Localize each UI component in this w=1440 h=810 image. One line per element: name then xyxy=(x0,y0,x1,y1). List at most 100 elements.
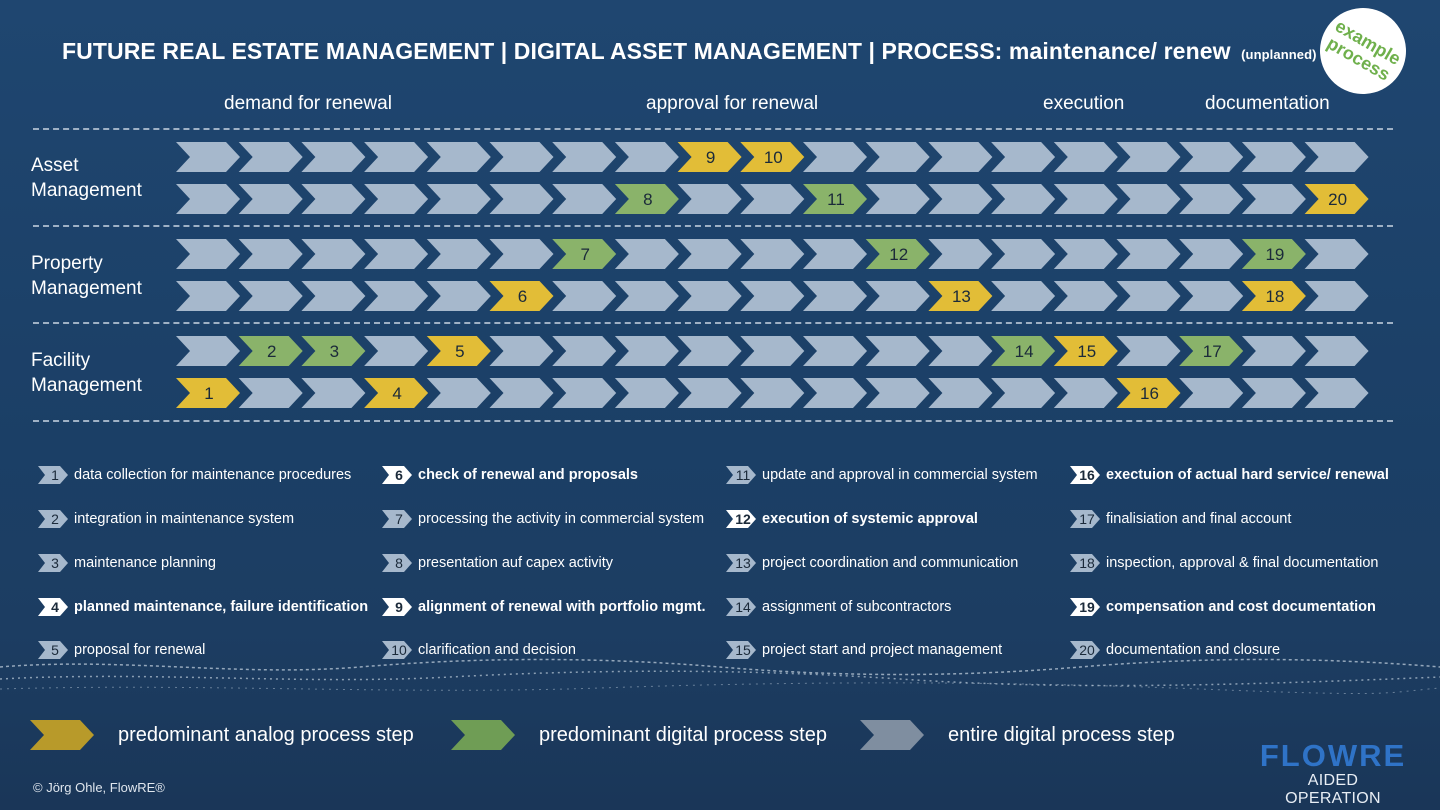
step-placeholder-property-b xyxy=(1179,281,1244,311)
step-placeholder-property-b xyxy=(176,281,240,311)
step-placeholder-asset-b xyxy=(1116,184,1181,214)
process-step-grid: 9 108 11 207 12 196 13 182 3 5 14 15 171 4 16 xyxy=(176,142,1369,408)
legend-chevron-icon: 13 xyxy=(726,554,756,572)
legend-item-19: 19 compensation and cost documentation xyxy=(1070,598,1376,616)
legend-item-label: compensation and cost documentation xyxy=(1106,599,1376,615)
legend-chevron-icon: 17 xyxy=(1070,510,1100,528)
step-placeholder-asset-a xyxy=(614,142,679,172)
process-step-number: 13 xyxy=(952,287,971,306)
process-step-4 xyxy=(364,378,429,408)
step-placeholder-facility-b xyxy=(1304,378,1369,408)
step-placeholder-property-a xyxy=(1304,239,1369,269)
process-step-number: 11 xyxy=(827,190,845,209)
step-placeholder-property-a xyxy=(677,239,742,269)
step-placeholder-facility-a xyxy=(1116,336,1181,366)
separator xyxy=(33,128,1393,130)
step-placeholder-asset-a xyxy=(991,142,1056,172)
legend-item-9: 9 alignment of renewal with portfolio mgm… xyxy=(382,598,706,616)
step-placeholder-property-b xyxy=(301,281,366,311)
step-placeholder-asset-a xyxy=(1116,142,1181,172)
svg-text:11: 11 xyxy=(736,467,751,483)
step-placeholder-facility-b xyxy=(677,378,742,408)
wave-divider xyxy=(0,658,1440,695)
svg-text:10: 10 xyxy=(391,642,407,658)
step-placeholder-facility-b xyxy=(489,378,554,408)
process-step-9 xyxy=(677,142,742,172)
step-placeholder-facility-b xyxy=(426,378,491,408)
step-placeholder-asset-b xyxy=(740,184,805,214)
row-label-line: Property xyxy=(31,253,103,274)
step-placeholder-facility-b xyxy=(803,378,867,408)
step-placeholder-asset-a xyxy=(1304,142,1369,172)
step-placeholder-asset-b xyxy=(677,184,742,214)
separator xyxy=(33,322,1393,324)
process-step-15 xyxy=(1053,336,1118,366)
step-placeholder-asset-b xyxy=(552,184,617,214)
svg-text:1: 1 xyxy=(51,467,59,483)
legend-chevron-icon: 1 xyxy=(38,466,68,484)
step-placeholder-property-a xyxy=(176,239,240,269)
svg-text:18: 18 xyxy=(1079,555,1095,571)
process-step-number: 20 xyxy=(1328,190,1347,209)
legend-chevron-icon: 14 xyxy=(726,598,756,616)
legend-chevron-icon: 11 xyxy=(726,466,756,484)
legend-item-label: check of renewal and proposals xyxy=(418,467,638,483)
process-step-5 xyxy=(426,336,491,366)
legend-item-label: execution of systemic approval xyxy=(762,511,978,527)
step-placeholder-property-b xyxy=(238,281,303,311)
step-placeholder-property-b xyxy=(740,281,805,311)
svg-text:17: 17 xyxy=(1079,511,1095,527)
step-placeholder-asset-b xyxy=(426,184,491,214)
process-step-1 xyxy=(176,378,240,408)
legend-chevron-icon: 12 xyxy=(726,510,756,528)
step-placeholder-asset-b xyxy=(489,184,554,214)
legend-item-label: alignment of renewal with portfolio mgmt… xyxy=(418,599,706,615)
step-placeholder-facility-a xyxy=(740,336,805,366)
svg-text:3: 3 xyxy=(51,555,59,571)
legend-item-16: 16 exectuion of actual hard service/ rene… xyxy=(1070,466,1389,484)
legend-item-1: 1 data collection for maintenance procedu… xyxy=(38,466,351,484)
legend-chevron-icon: 20 xyxy=(1070,641,1100,659)
legend-item-label: clarification and decision xyxy=(418,642,576,658)
separator xyxy=(33,420,1393,422)
svg-text:12: 12 xyxy=(735,511,751,527)
step-placeholder-property-a xyxy=(1053,239,1118,269)
phase-documentation: documentation xyxy=(1205,93,1330,114)
process-step-19 xyxy=(1241,239,1306,269)
title-small: (unplanned) xyxy=(1241,47,1317,62)
svg-text:13: 13 xyxy=(735,555,751,571)
step-placeholder-property-b xyxy=(1304,281,1369,311)
process-step-number: 1 xyxy=(204,384,213,403)
legend-chevron-icon: 5 xyxy=(38,641,68,659)
step-placeholder-asset-b xyxy=(865,184,930,214)
key-digital-label: predominant digital process step xyxy=(539,723,827,746)
step-placeholder-property-a xyxy=(1179,239,1244,269)
legend-chevron-icon: 16 xyxy=(1070,466,1100,484)
process-step-13 xyxy=(928,281,993,311)
legend-item-label: proposal for renewal xyxy=(74,642,206,658)
legend-item-label: project start and project management xyxy=(762,642,1003,658)
row-label-line: Asset xyxy=(31,155,79,176)
analog-chevron-icon xyxy=(30,720,94,750)
process-step-number: 17 xyxy=(1203,342,1222,361)
logo-main: FLOWRE xyxy=(1259,738,1407,773)
step-placeholder-facility-a xyxy=(928,336,993,366)
legend-chevron-icon: 10 xyxy=(382,641,412,659)
process-step-number: 5 xyxy=(455,342,464,361)
phase-execution: execution xyxy=(1043,93,1125,114)
legend-item-20: 20 documentation and closure xyxy=(1070,641,1280,659)
entire-chevron-icon xyxy=(860,720,924,750)
step-placeholder-facility-b xyxy=(991,378,1056,408)
row-label-property-management: Property Management xyxy=(31,251,142,301)
legend-item-label: planned maintenance, failure identificat… xyxy=(74,599,369,615)
step-placeholder-facility-a xyxy=(364,336,429,366)
key-entire-label: entire digital process step xyxy=(948,723,1175,746)
key-digital: predominant digital process step xyxy=(451,720,827,750)
legend-item-label: project coordination and communication xyxy=(762,555,1019,571)
legend-item-label: processing the activity in commercial sy… xyxy=(418,511,705,527)
process-step-6 xyxy=(489,281,554,311)
legend-chevron-icon: 8 xyxy=(382,554,412,572)
step-placeholder-property-a xyxy=(426,239,491,269)
step-placeholder-asset-b xyxy=(1053,184,1118,214)
legend-chevron-icon: 4 xyxy=(38,598,68,616)
